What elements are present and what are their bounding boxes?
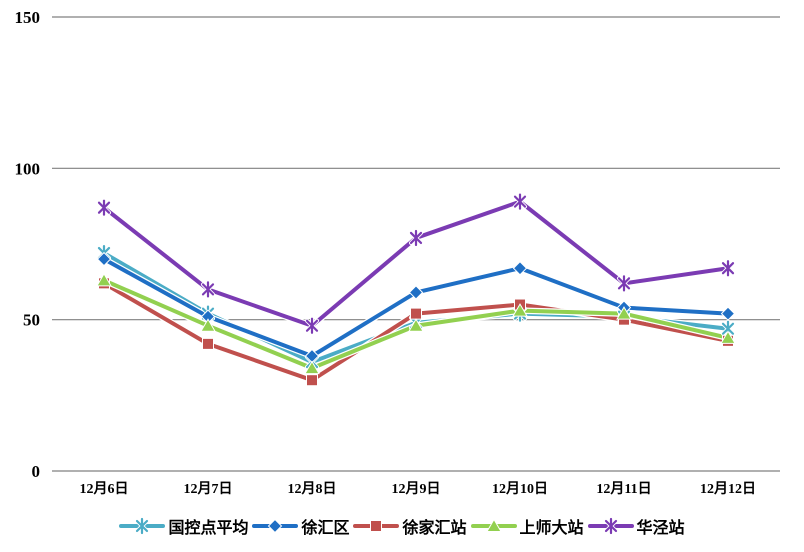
star-marker [721,259,735,278]
legend-label: 国控点平均 [168,520,249,537]
square-marker [370,520,383,532]
legend-item-2: 徐家汇站 [353,514,467,538]
legend-item-4: 华泾站 [587,514,685,538]
legend-item-0: 国控点平均 [119,514,248,538]
star-marker [617,274,631,293]
legend-label: 华泾站 [636,520,685,537]
legend-diamond-swatch [252,518,299,534]
x-tick-label-6: 12月12日 [700,481,756,497]
square-marker [306,374,318,387]
legend-triangle-swatch [470,518,517,532]
triangle-marker [512,303,528,317]
x-tick-label-5: 12月11日 [596,481,651,497]
line-chart: 0 50 100 150 12月6日 12月7日 12月8日 12月9日 12月10日 12月1… [15,8,780,497]
star-marker [409,228,423,247]
diamond-marker [720,306,736,321]
x-axis-labels: 12月6日 12月7日 12月8日 12月9日 12月10日 12月11日 12月12日 [80,481,757,497]
x-tick-label-1: 12月7日 [184,481,233,497]
triangle-marker [408,318,424,332]
x-tick-label-4: 12月10日 [492,481,548,497]
triangle-marker [200,318,216,332]
x-tick-label-3: 12月9日 [392,481,441,497]
star-marker [97,198,111,217]
diamond-marker [96,251,112,267]
y-tick-label-100: 100 [15,159,41,178]
triangle-marker [485,518,502,532]
star-marker [513,192,527,211]
legend-item-1: 徐汇区 [252,514,349,538]
x-tick-label-2: 12月8日 [288,481,337,497]
legend-square-swatch [353,520,400,532]
series-markers [96,192,736,387]
x-tick-label-0: 12月6日 [80,481,129,497]
diamond-marker [268,518,283,534]
y-tick-label-50: 50 [23,311,40,330]
legend-label: 徐家汇站 [402,520,467,537]
star-marker [603,517,618,535]
y-tick-label-0: 0 [32,462,41,481]
legend: 国控点平均 徐汇区 徐家汇站 上师大站 华泾站 [0,506,804,546]
triangle-marker [720,330,736,344]
triangle-marker [304,360,320,375]
legend-label: 上师大站 [519,520,584,537]
star-marker [201,280,215,299]
legend-star-swatch [587,517,634,535]
diamond-marker [408,285,424,300]
legend-star-swatch [119,517,166,535]
diamond-marker [512,261,528,276]
square-marker [202,337,214,350]
triangle-marker [616,306,632,320]
y-tick-label-150: 150 [15,8,41,27]
legend-label: 徐汇区 [301,520,350,537]
legend-item-3: 上师大站 [470,514,584,538]
y-axis-labels: 0 50 100 150 [15,8,41,481]
square-marker [410,307,422,320]
star-marker [135,517,150,535]
star-marker [305,316,319,335]
triangle-marker [96,272,112,287]
